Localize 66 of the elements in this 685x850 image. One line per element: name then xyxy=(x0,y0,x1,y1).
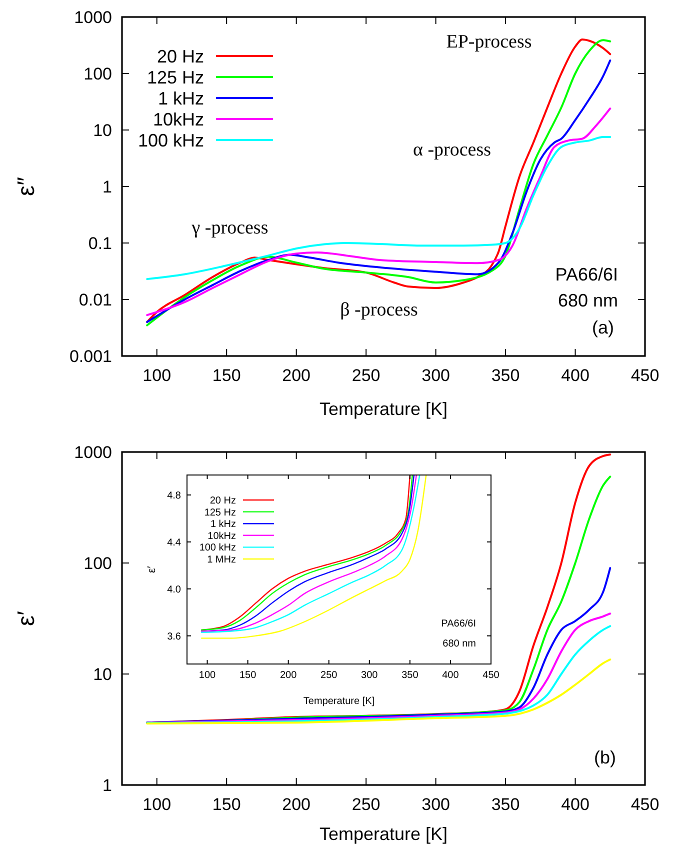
legend-label: 1 kHz xyxy=(210,519,236,530)
y-tick-label: 0.001 xyxy=(69,346,112,366)
annotation: (b) xyxy=(594,747,616,768)
legend-label: 1 MHz xyxy=(207,554,236,566)
x-tick-label: 400 xyxy=(561,795,590,814)
y-tick-label: 4.4 xyxy=(167,537,182,548)
x-tick-label: 350 xyxy=(491,366,520,385)
x-tick-label: 350 xyxy=(491,795,520,814)
legend-label: 125 Hz xyxy=(146,67,204,88)
x-tick-label: 300 xyxy=(361,670,378,681)
x-tick-label: 150 xyxy=(212,366,241,385)
line-series xyxy=(146,567,612,724)
legend-label: 100 kHz xyxy=(199,542,236,554)
x-tick-label: 400 xyxy=(442,670,460,681)
x-tick-label: 250 xyxy=(352,366,380,385)
annotation: 680 nm xyxy=(442,638,476,650)
y-tick-label: 100 xyxy=(84,64,112,84)
legend-label: 100 kHz xyxy=(138,130,204,150)
y-axis-title: ε′ xyxy=(146,566,158,573)
y-tick-label: 4.8 xyxy=(167,490,182,502)
annotation: (a) xyxy=(592,317,614,338)
annotation: EP-process xyxy=(446,32,532,53)
x-tick-label: 300 xyxy=(422,795,450,814)
y-tick-label: 1000 xyxy=(74,442,112,462)
x-tick-label: 150 xyxy=(212,795,241,814)
x-tick-label: 200 xyxy=(282,795,311,814)
x-tick-label: 100 xyxy=(198,670,216,681)
y-tick-label: 1 xyxy=(102,177,112,196)
x-tick-label: 250 xyxy=(320,670,338,681)
x-tick-label: 450 xyxy=(482,670,500,681)
x-tick-label: 450 xyxy=(630,795,660,814)
annotation: α -process xyxy=(412,140,492,161)
y-tick-label: 1 xyxy=(102,776,112,795)
y-tick-label: 3.6 xyxy=(167,631,182,642)
legend-label: 20 Hz xyxy=(210,496,236,506)
x-tick-label: 350 xyxy=(402,670,419,681)
legend-label: 20 Hz xyxy=(156,46,204,66)
x-tick-label: 200 xyxy=(280,670,298,681)
x-tick-label: 400 xyxy=(561,366,590,385)
x-tick-label: 200 xyxy=(282,366,311,385)
y-tick-label: 100 xyxy=(84,554,112,573)
x-tick-label: 250 xyxy=(352,795,380,814)
x-tick-label: 150 xyxy=(239,670,257,681)
annotation: 680 nm xyxy=(558,290,618,310)
y-tick-label: 10 xyxy=(93,664,112,684)
x-axis-title: Temperature [K] xyxy=(319,824,448,844)
legend-label: 1 kHz xyxy=(158,88,204,108)
line-series xyxy=(146,658,612,725)
x-axis-title: Temperature [K] xyxy=(303,696,375,707)
y-tick-label: 1000 xyxy=(74,8,112,27)
x-tick-label: 450 xyxy=(630,366,660,385)
annotation: β -process xyxy=(340,300,418,321)
x-tick-label: 300 xyxy=(422,366,450,385)
y-axis-title: ε′ xyxy=(13,610,40,626)
y-tick-label: 10 xyxy=(93,120,112,140)
legend-label: 125 Hz xyxy=(204,507,236,518)
annotation: PA66/6I xyxy=(441,618,476,630)
y-tick-label: 0.01 xyxy=(78,290,112,310)
annotation: γ -process xyxy=(190,218,268,239)
y-tick-label: 4.0 xyxy=(167,584,182,596)
y-axis-title: ε″ xyxy=(13,176,40,196)
annotation: PA66/6I xyxy=(555,264,618,284)
x-axis-title: Temperature [K] xyxy=(319,399,448,419)
legend-label: 10kHz xyxy=(208,530,236,542)
legend-label: 10kHz xyxy=(152,109,204,130)
y-tick-label: 0.1 xyxy=(88,234,112,253)
